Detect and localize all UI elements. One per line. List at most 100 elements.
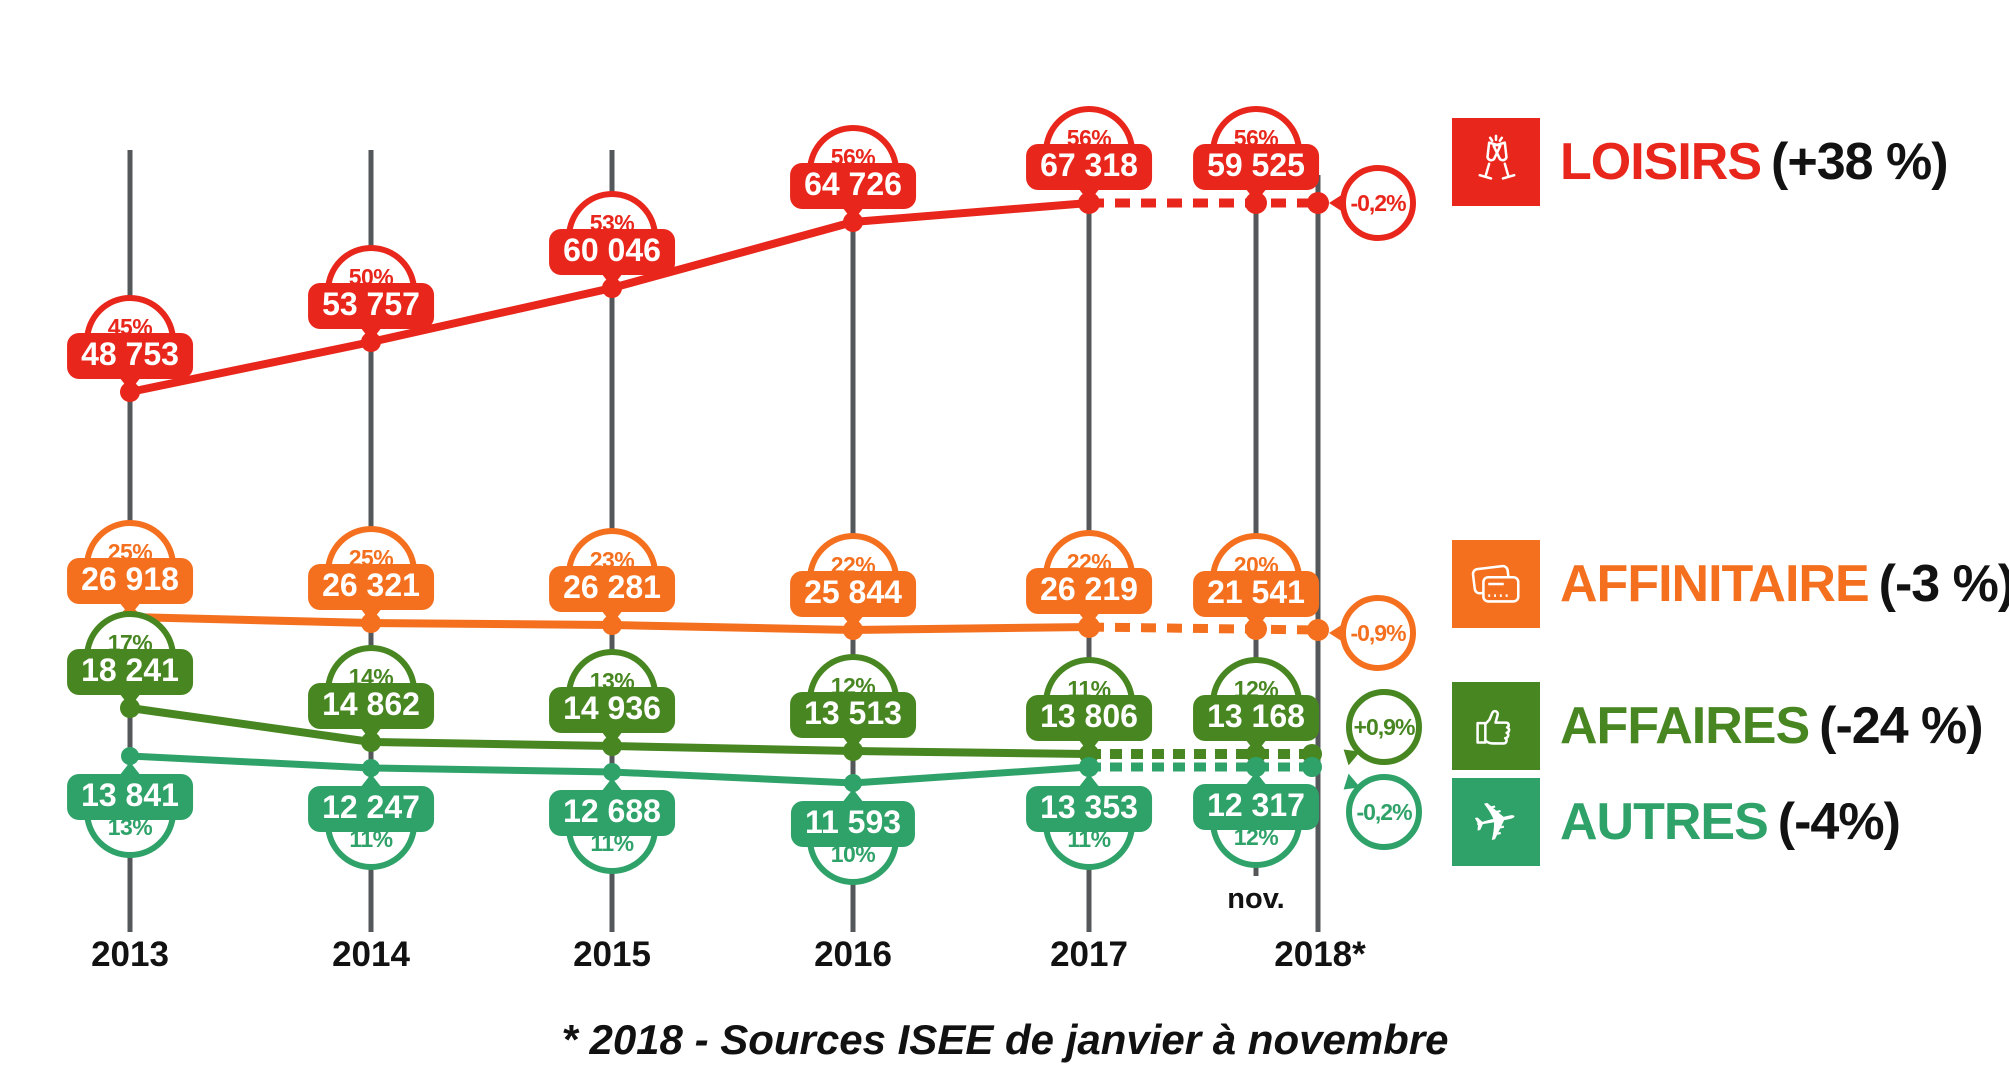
badge-pointer [841,789,864,803]
value: 67 318 [1026,144,1152,190]
badge-pointer [1078,774,1100,788]
value: 26 219 [1026,568,1152,614]
value: 25 844 [790,571,916,617]
legend-label: AFFAIRES [1560,697,1810,755]
badge-affaires-2014: 14% 14 862 [308,645,434,741]
badge-affinitaire-2015: 23% 26 281 [549,528,675,624]
value: 59 525 [1193,144,1319,190]
badge-loisirs-2014: 50% 53 757 [308,245,434,341]
badge-pointer [360,608,382,622]
value: 26 281 [549,566,675,612]
loisirs-line [120,192,1329,402]
badge-pointer [842,736,864,750]
value: 14 936 [549,687,675,733]
badge-autres-2013: 13 841 13% [67,762,193,858]
badge-pointer [1245,739,1267,753]
badge-pointer [119,377,141,391]
legend-label: AFFINITAIRE [1560,555,1870,613]
badge-autres-2017: 13 353 11% [1026,774,1152,870]
badge-affaires-2013: 17% 18 241 [67,611,193,707]
badge-affaires-2018: 12% 13 168 [1193,657,1319,753]
value: 13 513 [790,692,916,738]
value: 13 841 [67,774,193,820]
badge-affinitaire-2016: 22% 25 844 [790,533,916,629]
value: 12 688 [549,790,675,836]
autres-line [121,747,1322,792]
value: 12 247 [308,786,434,832]
badge-pointer [119,693,141,707]
value: 11 593 [790,801,916,847]
value: 14 862 [308,683,434,729]
thumbs-up-icon [1452,682,1540,770]
legend-delta: (-4%) [1777,793,1901,851]
delta-pointer [1329,194,1343,212]
year-label-2016: 2016 [814,935,892,974]
year-label-2015: 2015 [573,935,651,974]
badge-affinitaire-2013: 25% 26 918 [67,520,193,616]
badge-pointer [1245,615,1267,629]
badge-affinitaire-2017: 22% 26 219 [1026,530,1152,626]
badge-pointer [119,762,141,776]
legend-label: AUTRES [1560,793,1769,851]
badge-autres-2015: 12 688 11% [549,778,675,874]
value: 26 918 [67,558,193,604]
value: 53 757 [308,283,434,329]
legend-autres: ✈ AUTRES (-4%) [1452,778,1901,866]
badge-pointer [1078,612,1100,626]
badge-pointer [601,731,623,745]
year-label-2014: 2014 [332,935,410,974]
badge-pointer [842,207,864,221]
year-label-2013: 2013 [91,935,169,974]
value: 60 046 [549,229,675,275]
badge-affinitaire-2014: 25% 26 321 [308,526,434,622]
legend-affaires: AFFAIRES (-24 %) [1452,682,1984,770]
badge-pointer [601,273,623,287]
badge-pointer [1078,188,1100,202]
badge-loisirs-2013: 45% 48 753 [67,295,193,391]
badge-affinitaire-2018: 20% 21 541 [1193,533,1319,629]
badge-loisirs-2017: 56% 67 318 [1026,106,1152,202]
plane-icon: ✈ [1452,778,1540,866]
badge-pointer [842,615,864,629]
badge-loisirs-2018: 56% 59 525 [1193,106,1319,202]
badge-autres-2016: 11 593 10% [790,789,916,885]
badge-loisirs-2016: 56% 64 726 [790,125,916,221]
autres-end-delta: -0,2% [1337,773,1422,850]
badge-pointer [360,327,382,341]
badge-pointer [360,774,382,788]
badge-pointer [360,727,382,741]
legend-label: LOISIRS [1560,133,1762,191]
badge-pointer [1078,739,1100,753]
year-label-2018: 2018* [1274,935,1366,974]
value: 13 168 [1193,695,1319,741]
delta-pointer [1329,624,1343,642]
badge-affaires-2016: 12% 13 513 [790,654,916,750]
value: 12 317 [1193,784,1319,830]
value: 64 726 [790,163,916,209]
badge-autres-2014: 12 247 11% [308,774,434,870]
champagne-icon [1452,118,1540,206]
badge-pointer [601,610,623,624]
value: 26 321 [308,564,434,610]
nov-label: nov. [1227,883,1285,915]
badge-pointer [1245,188,1267,202]
badge-loisirs-2015: 53% 60 046 [549,191,675,287]
loisirs-end-delta: -0,2% [1329,165,1416,241]
badge-affaires-2015: 13% 14 936 [549,649,675,745]
legend-delta: (+38 %) [1771,133,1949,191]
affaires-end-delta: +0,9% [1337,689,1422,766]
affinitaire-end-delta: -0,9% [1329,595,1416,671]
value: 13 806 [1026,695,1152,741]
cards-icon [1452,540,1540,628]
year-label-2017: 2017 [1050,935,1128,974]
value: 18 241 [67,649,193,695]
value: 13 353 [1026,786,1152,832]
legend-loisirs: LOISIRS (+38 %) [1452,118,1949,206]
legend-delta: (-3 %) [1878,555,2009,613]
badge-autres-2018: 12 317 12% [1193,772,1319,868]
badge-pointer [601,778,623,792]
badge-affaires-2017: 11% 13 806 [1026,657,1152,753]
legend-delta: (-24 %) [1819,697,1983,755]
badge-pointer [1245,772,1267,786]
